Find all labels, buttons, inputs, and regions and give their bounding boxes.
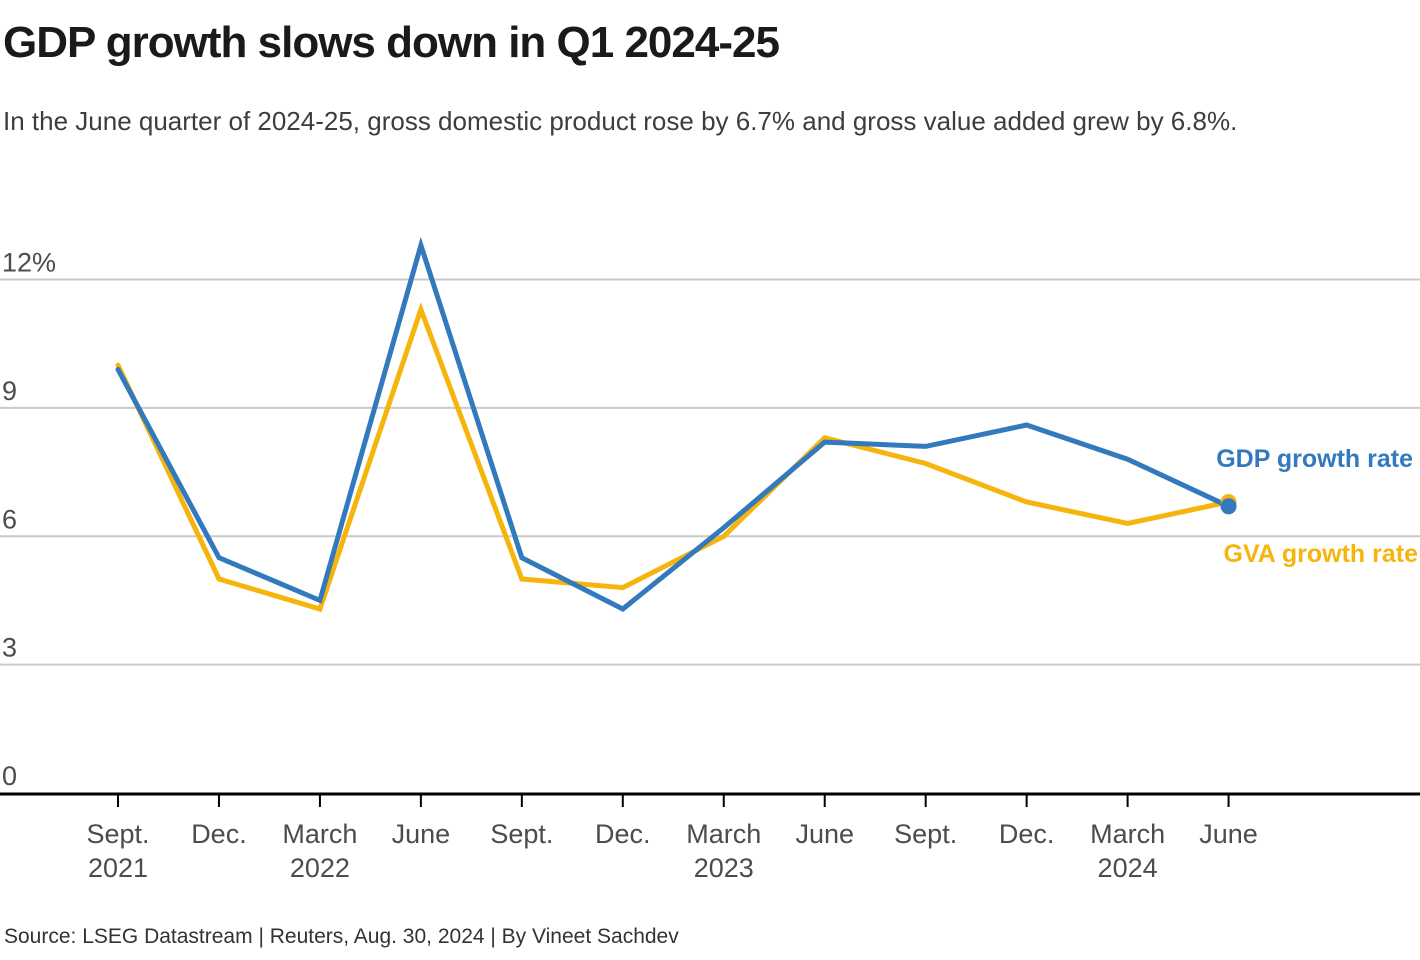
- x-month-label: June: [795, 819, 854, 849]
- chart-subtitle: In the June quarter of 2024-25, gross do…: [3, 106, 1238, 136]
- y-tick-label: 6: [2, 504, 17, 534]
- gdp-end-dot: [1220, 498, 1237, 515]
- series-labels: GDP growth rate GVA growth rate: [1216, 445, 1418, 568]
- x-month-label: March: [686, 819, 761, 849]
- y-tick-label: 0: [2, 761, 17, 791]
- gdp-line: [115, 236, 1232, 612]
- x-month-label: March: [282, 819, 357, 849]
- x-month-label: Sept.: [86, 819, 149, 849]
- x-month-label: Sept.: [894, 819, 957, 849]
- chart-title: GDP growth slows down in Q1 2024-25: [3, 18, 780, 67]
- x-month-label: June: [392, 819, 451, 849]
- x-month-label: June: [1199, 819, 1258, 849]
- x-month-label: Dec.: [595, 819, 651, 849]
- y-tick-label: 9: [2, 376, 17, 406]
- y-tick-label: 12%: [2, 248, 56, 278]
- x-year-label: 2023: [694, 853, 754, 883]
- gridlines: [0, 278, 1420, 666]
- x-year-label: 2021: [88, 853, 148, 883]
- x-month-label: March: [1090, 819, 1165, 849]
- gva-series-label: GVA growth rate: [1224, 540, 1419, 568]
- end-dots: [1220, 494, 1237, 515]
- gdp-series-label: GDP growth rate: [1216, 445, 1413, 473]
- series-lines: [115, 236, 1232, 613]
- x-axis: [0, 792, 1420, 807]
- x-year-label: 2022: [290, 853, 350, 883]
- y-tick-label: 3: [2, 633, 17, 663]
- gva-line: [115, 302, 1232, 613]
- x-month-label: Dec.: [191, 819, 247, 849]
- x-month-label: Sept.: [490, 819, 553, 849]
- x-year-label: 2024: [1098, 853, 1158, 883]
- x-month-label: Dec.: [999, 819, 1055, 849]
- axis-labels: 12% 9 6 3 0 Sept. Dec. March June Sept. Dec. March J…: [2, 248, 1258, 883]
- source-line: Source: LSEG Datastream | Reuters, Aug. …: [4, 925, 679, 948]
